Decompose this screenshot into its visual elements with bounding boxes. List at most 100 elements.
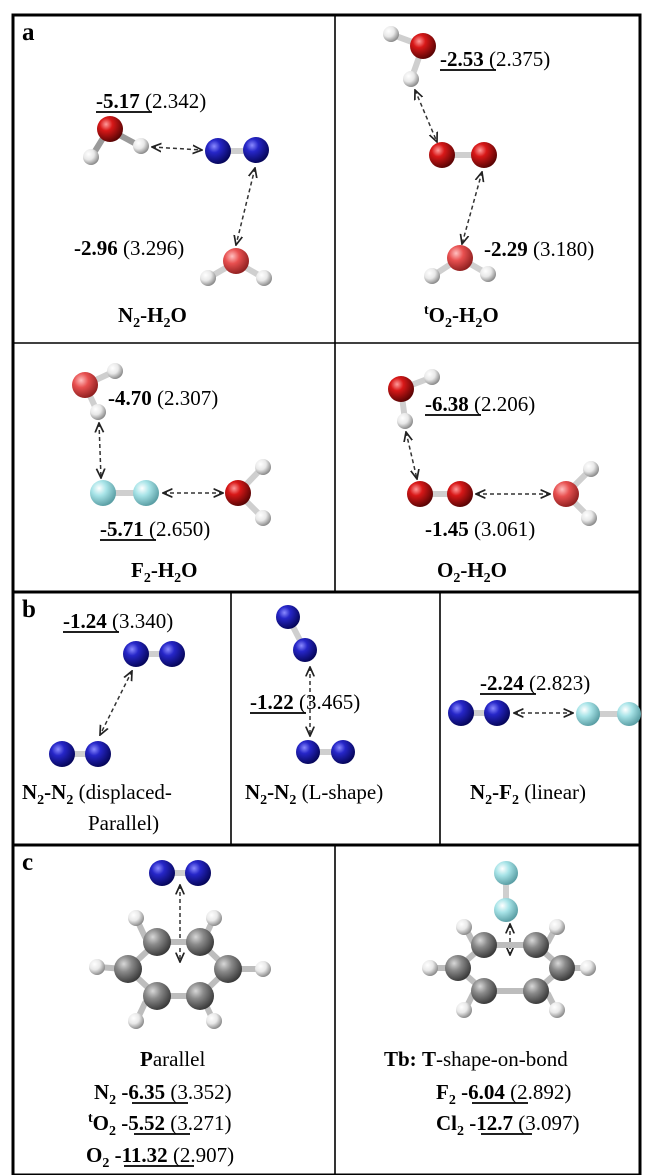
hbond-arrow	[406, 432, 417, 479]
oxygen-atom	[553, 481, 579, 507]
carbon-atom	[523, 978, 549, 1004]
n2-h2o-bottom-label: -2.96 (3.296)	[74, 236, 184, 260]
nitrogen-atom	[85, 741, 111, 767]
o2-h2o-top-label: -6.38 (2.206)	[425, 392, 535, 416]
hydrogen-atom	[397, 413, 413, 429]
carbon-atom	[186, 982, 214, 1010]
linear-title: N2-F2 (linear)	[470, 780, 586, 808]
cell-n2-h2o: -5.17 (2.342) -2.96 (3.296) N2-H2O	[74, 89, 272, 331]
hydrogen-atom	[206, 1013, 222, 1029]
parallel-row-o2: O2 -11.32 (2.907)	[86, 1143, 234, 1171]
oxygen-atom	[447, 245, 473, 271]
f2-h2o-bottom-label: -5.71 (2.650)	[100, 517, 210, 541]
hbond-arrow	[99, 423, 101, 478]
oxygen-atom	[223, 248, 249, 274]
oxygen-atom	[97, 116, 123, 142]
hydrogen-atom	[200, 270, 216, 286]
parallel-title: Parallel	[140, 1047, 205, 1071]
hydrogen-atom	[580, 960, 596, 976]
oxygen-atom	[407, 481, 433, 507]
nitrogen-atom	[123, 641, 149, 667]
panel-c-label: c	[22, 849, 33, 876]
hydrogen-atom	[206, 910, 222, 926]
hbond-arrow	[462, 172, 482, 244]
fluorine-atom	[494, 861, 518, 885]
hydrogen-atom	[90, 404, 106, 420]
nitrogen-atom	[296, 740, 320, 764]
nitrogen-atom	[331, 740, 355, 764]
nitrogen-atom	[484, 700, 510, 726]
hydrogen-atom	[83, 149, 99, 165]
oxygen-atom	[410, 33, 436, 59]
f2-h2o-top-label: -4.70 (2.307)	[108, 386, 218, 410]
t-shape-row-cl2: Cl2 -12.7 (3.097)	[436, 1111, 580, 1139]
oxygen-atom	[72, 372, 98, 398]
nitrogen-atom	[49, 741, 75, 767]
fluorine-atom	[90, 480, 116, 506]
oxygen-atom	[225, 480, 251, 506]
hbond-arrow	[236, 168, 255, 245]
hydrogen-atom	[128, 910, 144, 926]
carbon-atom	[143, 928, 171, 956]
fluorine-atom	[617, 702, 641, 726]
nitrogen-atom	[293, 638, 317, 662]
oxygen-atom	[429, 142, 455, 168]
lshape-label: -1.22 (3.465)	[250, 690, 360, 714]
cell-f2-h2o: -4.70 (2.307) -5.71 (2.650) F2-H2O	[72, 363, 271, 586]
hydrogen-atom	[549, 919, 565, 935]
lshape-title: N2-N2 (L-shape)	[245, 780, 383, 808]
nitrogen-atom	[149, 860, 175, 886]
hydrogen-atom	[581, 510, 597, 526]
hbond-arrow	[100, 671, 132, 735]
carbon-atom	[549, 955, 575, 981]
fluorine-atom	[576, 702, 600, 726]
carbon-atom	[186, 928, 214, 956]
hydrogen-atom	[89, 959, 105, 975]
cell-parallel: Parallel N2 -6.35 (3.352) tO2 -5.52 (3.2…	[86, 860, 271, 1171]
n2-h2o-title: N2-H2O	[118, 303, 187, 331]
displaced-title-line2: Parallel)	[88, 811, 159, 835]
o2-h2o-title: O2-H2O	[437, 558, 507, 586]
nitrogen-atom	[205, 138, 231, 164]
fluorine-atom	[494, 898, 518, 922]
hydrogen-atom	[128, 1013, 144, 1029]
parallel-row-n2: N2 -6.35 (3.352)	[94, 1080, 232, 1108]
hydrogen-atom	[255, 459, 271, 475]
hydrogen-atom	[256, 270, 272, 286]
to2-h2o-bottom-label: -2.29 (3.180)	[484, 237, 594, 261]
parallel-row-to2: tO2 -5.52 (3.271)	[88, 1111, 232, 1139]
fluorine-atom	[133, 480, 159, 506]
nitrogen-atom	[276, 605, 300, 629]
hydrogen-atom	[255, 961, 271, 977]
nitrogen-atom	[185, 860, 211, 886]
cell-n2-n2-displaced: -1.24 (3.340) N2-N2 (displaced- Parallel…	[22, 609, 185, 835]
hydrogen-atom	[424, 268, 440, 284]
hydrogen-atom	[383, 26, 399, 42]
carbon-atom	[214, 955, 242, 983]
carbon-atom	[143, 982, 171, 1010]
carbon-atom	[523, 932, 549, 958]
hbond-arrow	[415, 90, 437, 142]
hydrogen-atom	[424, 369, 440, 385]
nitrogen-atom	[159, 641, 185, 667]
hydrogen-atom	[403, 71, 419, 87]
linear-label: -2.24 (2.823)	[480, 671, 590, 695]
nitrogen-atom	[243, 137, 269, 163]
carbon-atom	[445, 955, 471, 981]
displaced-label: -1.24 (3.340)	[63, 609, 173, 633]
hydrogen-atom	[133, 138, 149, 154]
panel-b-label: b	[22, 596, 36, 623]
panel-a-label: a	[22, 19, 35, 46]
cell-n2-f2-linear: -2.24 (2.823) N2-F2 (linear)	[448, 671, 641, 808]
hydrogen-atom	[583, 461, 599, 477]
t-shape-title: Tb: T-shape-on-bond	[384, 1047, 568, 1071]
hydrogen-atom	[480, 266, 496, 282]
to2-h2o-title: tO2-H2O	[424, 303, 499, 331]
n2-h2o-top-label: -5.17 (2.342)	[96, 89, 206, 113]
cell-n2-n2-lshape: -1.22 (3.465) N2-N2 (L-shape)	[245, 605, 383, 808]
cell-t-shape-on-bond: Tb: T-shape-on-bond F2 -6.04 (2.892) Cl2…	[384, 861, 596, 1139]
o2-h2o-bottom-label: -1.45 (3.061)	[425, 517, 535, 541]
cell-o2-h2o: -6.38 (2.206) -1.45 (3.061) O2-H2O	[388, 369, 599, 586]
displaced-title: N2-N2 (displaced-	[22, 780, 172, 808]
hydrogen-atom	[107, 363, 123, 379]
